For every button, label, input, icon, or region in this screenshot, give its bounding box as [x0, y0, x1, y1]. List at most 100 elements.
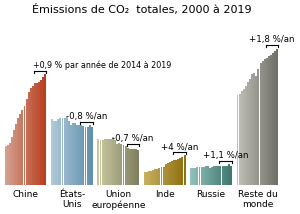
Bar — [268, 56, 270, 185]
Bar — [21, 110, 23, 185]
Bar — [177, 159, 179, 185]
Bar — [274, 51, 276, 185]
Text: +4 %/an: +4 %/an — [160, 142, 198, 151]
Bar — [253, 73, 255, 185]
Bar — [13, 129, 15, 185]
Bar — [106, 139, 108, 185]
Bar — [44, 74, 46, 185]
Bar — [87, 127, 88, 185]
Bar — [179, 158, 181, 185]
Bar — [55, 120, 57, 185]
Bar — [205, 166, 207, 185]
Bar — [108, 139, 110, 185]
Bar — [74, 123, 76, 185]
Bar — [146, 172, 148, 185]
Bar — [173, 160, 175, 185]
Bar — [127, 148, 129, 185]
Bar — [91, 127, 93, 185]
Bar — [255, 76, 257, 185]
Bar — [102, 140, 103, 185]
Bar — [124, 146, 127, 185]
Bar — [218, 166, 219, 185]
Bar — [182, 157, 183, 185]
Bar — [272, 53, 274, 185]
Bar — [51, 119, 53, 185]
Bar — [238, 94, 241, 185]
Bar — [70, 125, 72, 185]
Bar — [23, 106, 26, 185]
Bar — [241, 91, 243, 185]
Bar — [175, 160, 177, 185]
Bar — [203, 167, 205, 185]
Bar — [7, 145, 9, 185]
Bar — [30, 88, 32, 185]
Bar — [80, 125, 82, 185]
Bar — [154, 169, 156, 185]
Bar — [112, 137, 114, 185]
Bar — [68, 120, 70, 185]
Bar — [171, 161, 173, 185]
Bar — [194, 168, 196, 185]
Bar — [270, 55, 272, 185]
Text: +1,1 %/an: +1,1 %/an — [203, 151, 248, 160]
Text: -0,8 %/an: -0,8 %/an — [66, 112, 107, 121]
Bar — [220, 166, 221, 185]
Bar — [114, 140, 116, 185]
Text: -0,7 %/an: -0,7 %/an — [112, 134, 154, 143]
Bar — [243, 89, 245, 185]
Bar — [61, 118, 63, 185]
Bar — [165, 164, 167, 185]
Bar — [152, 170, 154, 185]
Bar — [245, 86, 247, 185]
Title: Émissions de CO₂  totales, 2000 à 2019: Émissions de CO₂ totales, 2000 à 2019 — [32, 4, 251, 15]
Bar — [98, 139, 99, 185]
Text: +1,8 %/an: +1,8 %/an — [249, 35, 295, 44]
Bar — [5, 146, 7, 185]
Bar — [257, 69, 260, 185]
Bar — [150, 171, 152, 185]
Bar — [266, 58, 268, 185]
Bar — [19, 114, 21, 185]
Bar — [72, 123, 74, 185]
Bar — [28, 92, 30, 185]
Bar — [85, 127, 86, 185]
Bar — [213, 166, 215, 185]
Bar — [156, 169, 158, 185]
Text: Reste du
monde: Reste du monde — [238, 190, 277, 209]
Bar — [104, 139, 106, 185]
Bar — [163, 167, 165, 185]
Bar — [32, 86, 34, 185]
Bar — [89, 125, 91, 185]
Text: Inde: Inde — [155, 190, 175, 199]
Bar — [118, 143, 120, 185]
Bar — [82, 126, 84, 185]
Bar — [135, 149, 137, 185]
Bar — [215, 166, 217, 185]
Bar — [36, 83, 38, 185]
Bar — [226, 166, 228, 185]
Bar — [236, 95, 238, 185]
Bar — [222, 166, 224, 185]
Bar — [53, 120, 55, 185]
Bar — [110, 139, 112, 185]
Bar — [148, 171, 150, 185]
Bar — [160, 167, 163, 185]
Bar — [167, 163, 169, 185]
Bar — [262, 61, 264, 185]
Bar — [190, 168, 192, 185]
Bar — [192, 168, 194, 185]
Bar — [122, 145, 124, 185]
Bar — [100, 140, 101, 185]
Bar — [230, 166, 232, 185]
Bar — [260, 63, 262, 185]
Bar — [59, 118, 61, 185]
Bar — [196, 167, 198, 185]
Bar — [247, 82, 249, 185]
Bar — [38, 82, 40, 185]
Bar — [40, 80, 42, 185]
Bar — [131, 149, 133, 185]
Bar — [207, 166, 209, 185]
Bar — [133, 149, 135, 185]
Text: +0,9 % par année de 2014 à 2019: +0,9 % par année de 2014 à 2019 — [33, 61, 172, 70]
Bar — [201, 167, 203, 185]
